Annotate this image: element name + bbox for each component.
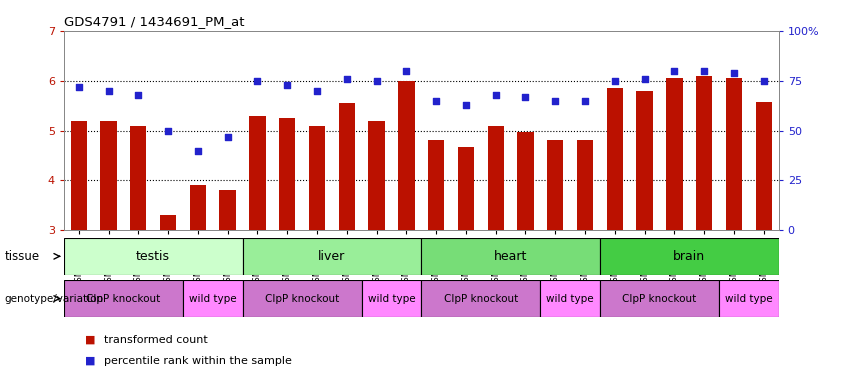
Text: wild type: wild type xyxy=(368,293,415,304)
Bar xyxy=(309,126,325,230)
Bar xyxy=(279,118,295,230)
Text: wild type: wild type xyxy=(189,293,237,304)
Bar xyxy=(666,78,683,230)
Text: heart: heart xyxy=(494,250,528,263)
Text: ■: ■ xyxy=(85,335,95,345)
Text: ClpP knockout: ClpP knockout xyxy=(86,293,161,304)
Bar xyxy=(398,81,414,230)
Text: ClpP knockout: ClpP knockout xyxy=(265,293,340,304)
Bar xyxy=(243,238,421,275)
Point xyxy=(280,81,294,88)
Point xyxy=(518,94,533,100)
Bar xyxy=(339,103,355,230)
Bar xyxy=(368,121,385,230)
Bar xyxy=(756,102,772,230)
Bar xyxy=(696,76,712,230)
Text: ClpP knockout: ClpP knockout xyxy=(443,293,518,304)
Bar xyxy=(71,121,87,230)
Text: brain: brain xyxy=(673,250,705,263)
Bar xyxy=(458,147,474,230)
Bar xyxy=(607,88,623,230)
Bar xyxy=(488,126,504,230)
Bar xyxy=(540,280,600,317)
Text: tissue: tissue xyxy=(4,250,39,263)
Point xyxy=(161,127,175,134)
Point xyxy=(191,147,204,154)
Bar xyxy=(64,238,243,275)
Text: percentile rank within the sample: percentile rank within the sample xyxy=(104,356,292,366)
Point xyxy=(578,98,591,104)
Text: ■: ■ xyxy=(85,356,95,366)
Bar xyxy=(243,280,362,317)
Bar xyxy=(600,280,719,317)
Point xyxy=(102,88,116,94)
Bar xyxy=(220,190,236,230)
Point xyxy=(250,78,264,84)
Bar xyxy=(517,132,534,230)
Point xyxy=(399,68,413,74)
Bar xyxy=(160,215,176,230)
Bar xyxy=(183,280,243,317)
Text: wild type: wild type xyxy=(546,293,594,304)
Point xyxy=(340,76,353,82)
Text: GDS4791 / 1434691_PM_at: GDS4791 / 1434691_PM_at xyxy=(64,15,244,28)
Text: liver: liver xyxy=(318,250,346,263)
Point xyxy=(220,134,234,140)
Bar xyxy=(421,238,600,275)
Bar xyxy=(64,280,183,317)
Point xyxy=(310,88,323,94)
Point xyxy=(369,78,383,84)
Point xyxy=(608,78,621,84)
Point xyxy=(131,91,145,98)
Text: ClpP knockout: ClpP knockout xyxy=(622,293,697,304)
Bar xyxy=(577,139,593,230)
Bar xyxy=(421,280,540,317)
Bar xyxy=(130,126,146,230)
Point xyxy=(638,76,652,82)
Bar xyxy=(547,139,563,230)
Bar xyxy=(362,280,421,317)
Point xyxy=(429,98,443,104)
Bar xyxy=(428,139,444,230)
Bar xyxy=(637,91,653,230)
Bar xyxy=(719,280,779,317)
Point xyxy=(757,78,770,84)
Text: transformed count: transformed count xyxy=(104,335,208,345)
Point xyxy=(548,98,562,104)
Point xyxy=(71,84,85,90)
Bar xyxy=(100,121,117,230)
Text: wild type: wild type xyxy=(725,293,773,304)
Point xyxy=(459,101,472,108)
Bar xyxy=(249,116,266,230)
Point xyxy=(727,70,740,76)
Bar xyxy=(726,78,742,230)
Text: testis: testis xyxy=(136,250,170,263)
Point xyxy=(697,68,711,74)
Point xyxy=(667,68,681,74)
Bar xyxy=(190,185,206,230)
Text: genotype/variation: genotype/variation xyxy=(4,294,103,304)
Point xyxy=(488,91,502,98)
Bar xyxy=(600,238,779,275)
